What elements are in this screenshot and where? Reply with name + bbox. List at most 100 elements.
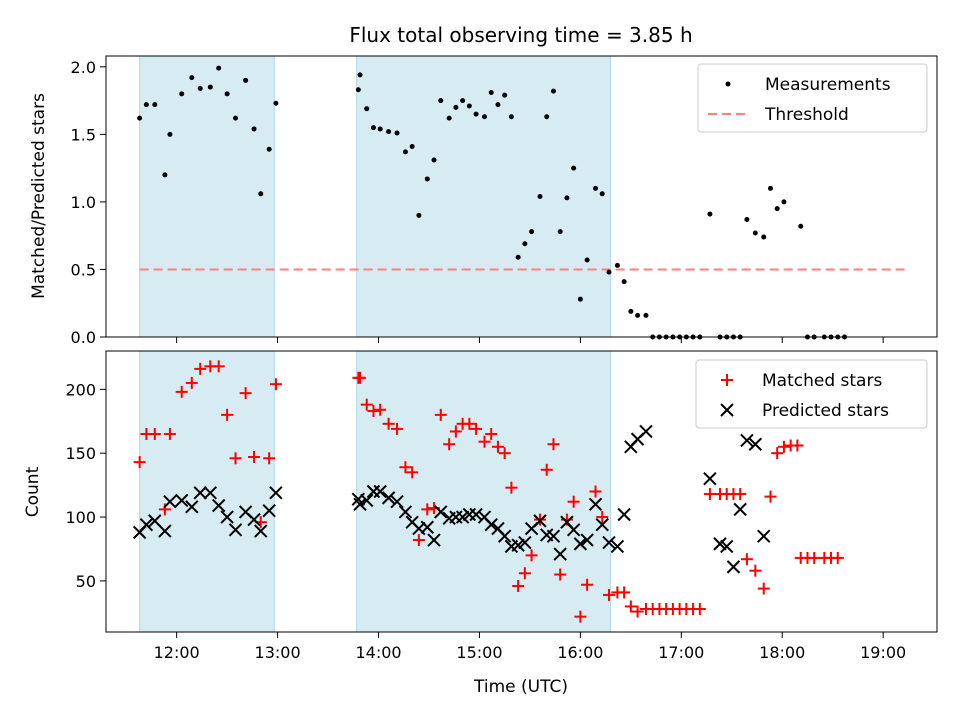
matched-star-point bbox=[148, 428, 161, 441]
predicted-star-stroke bbox=[381, 491, 396, 505]
predicted-star-stroke bbox=[573, 537, 588, 551]
matched-star-point bbox=[185, 376, 198, 389]
predicted-star-stroke bbox=[617, 507, 631, 522]
predicted-star-point bbox=[174, 493, 189, 508]
matched-star-point bbox=[229, 452, 242, 465]
x-axis-label: Time (UTC) bbox=[473, 677, 568, 697]
matched-star-point bbox=[463, 417, 476, 430]
predicted-star-stroke bbox=[748, 437, 763, 451]
measurement-point bbox=[571, 165, 577, 171]
legend-threshold-label: Threshold bbox=[764, 105, 849, 125]
measurement-point bbox=[774, 206, 780, 212]
y-tick-label: 0.5 bbox=[71, 260, 96, 279]
measurement-point bbox=[557, 229, 563, 235]
matched-star-point bbox=[596, 511, 609, 524]
measurement-point bbox=[224, 91, 230, 97]
bottom-y-axis-label: Count bbox=[23, 466, 43, 517]
predicted-star-point bbox=[247, 512, 261, 527]
y-tick-label: 50 bbox=[76, 572, 96, 591]
predicted-star-stroke bbox=[726, 560, 741, 574]
matched-star-point bbox=[602, 588, 615, 601]
predicted-star-point bbox=[163, 495, 177, 509]
matched-star-point bbox=[248, 451, 261, 464]
measurement-point bbox=[251, 126, 257, 132]
top-x-ticks bbox=[176, 337, 884, 343]
measurement-point bbox=[143, 102, 149, 108]
predicted-star-point bbox=[602, 535, 616, 550]
predicted-star-stroke bbox=[740, 433, 754, 448]
predicted-star-point bbox=[254, 524, 268, 538]
measurement-point bbox=[466, 103, 472, 109]
predicted-star-point bbox=[203, 486, 218, 500]
predicted-star-stroke bbox=[533, 514, 547, 528]
measurement-point bbox=[481, 114, 487, 120]
measurement-point bbox=[761, 234, 767, 240]
predicted-star-point bbox=[434, 505, 448, 519]
predicted-star-stroke bbox=[405, 515, 419, 529]
predicted-star-stroke bbox=[262, 503, 276, 518]
predicted-star-stroke bbox=[497, 529, 512, 543]
matched-star-point bbox=[554, 568, 567, 581]
legend-predicted-label: Predicted stars bbox=[762, 401, 889, 421]
matched-star-point bbox=[771, 447, 784, 460]
top-panel: 0.00.51.01.52.0 Matched/Predicted stars … bbox=[29, 55, 938, 347]
measurement-point bbox=[537, 194, 543, 199]
top-y-axis-label: Matched/Predicted stars bbox=[29, 93, 49, 299]
predicted-star-stroke bbox=[158, 524, 172, 538]
shaded-interval bbox=[356, 55, 612, 338]
chart-title: Flux total observing time = 3.85 h bbox=[349, 23, 692, 47]
legend-measurements-label: Measurements bbox=[765, 75, 891, 95]
predicted-star-point bbox=[139, 518, 154, 532]
measurement-point bbox=[424, 176, 430, 182]
predicted-star-stroke bbox=[148, 514, 162, 528]
top-shaded-intervals bbox=[139, 55, 612, 338]
measurement-point bbox=[495, 102, 501, 108]
matched-star-point bbox=[764, 490, 777, 503]
predicted-star-point bbox=[353, 497, 367, 511]
y-tick-label: 1.0 bbox=[71, 193, 96, 212]
measurement-point bbox=[544, 114, 550, 120]
predicted-star-point bbox=[148, 514, 162, 528]
matched-star-point bbox=[491, 440, 504, 453]
measurement-point bbox=[266, 146, 272, 152]
top-legend: Measurements Threshold bbox=[697, 63, 928, 133]
predicted-star-stroke bbox=[193, 486, 207, 500]
matched-star-point bbox=[175, 385, 188, 398]
measurement-point bbox=[522, 241, 528, 247]
predicted-star-stroke bbox=[412, 521, 426, 536]
matched-star-point bbox=[485, 428, 498, 441]
matched-star-point bbox=[734, 488, 747, 501]
predicted-star-stroke bbox=[373, 484, 387, 499]
bottom-x-ticks: 12:00 13:00 14:00 15:00 16:00 17:00 18:00 19:00 bbox=[154, 632, 906, 662]
predicted-star-stroke bbox=[228, 523, 243, 537]
predicted-star-point bbox=[573, 537, 588, 551]
predicted-star-stroke bbox=[185, 500, 199, 514]
predicted-star-stroke bbox=[434, 505, 448, 519]
matched-star-point bbox=[443, 438, 456, 451]
legend-predicted-marker bbox=[720, 403, 734, 417]
predicted-star-point bbox=[158, 524, 172, 538]
predicted-star-point bbox=[595, 518, 609, 532]
predicted-star-stroke bbox=[518, 535, 532, 550]
predicted-star-stroke bbox=[269, 486, 283, 500]
matched-star-point bbox=[791, 439, 804, 452]
bottom-panel: 50 100 150 200 12:00 13:00 14:00 15:00 16:00 17:… bbox=[23, 350, 938, 697]
measurement-point bbox=[273, 100, 279, 106]
predicted-star-stroke bbox=[588, 497, 603, 511]
predicted-star-point bbox=[484, 518, 498, 532]
measurement-point bbox=[781, 199, 787, 205]
top-legend-box bbox=[697, 63, 928, 133]
predicted-star-stroke bbox=[163, 495, 177, 509]
matched-star-point bbox=[412, 534, 425, 547]
measurement-point bbox=[386, 129, 392, 135]
bottom-legend-box bbox=[695, 359, 928, 429]
measurement-point bbox=[529, 229, 535, 235]
predicted-star-stroke bbox=[566, 523, 581, 537]
predicted-star-stroke bbox=[211, 498, 226, 513]
matched-star-point bbox=[263, 452, 276, 465]
measurement-point bbox=[473, 111, 479, 117]
matched-star-point bbox=[498, 447, 511, 460]
measurement-point bbox=[577, 296, 583, 302]
matched-star-point bbox=[421, 503, 434, 516]
matched-star-point bbox=[374, 403, 387, 416]
